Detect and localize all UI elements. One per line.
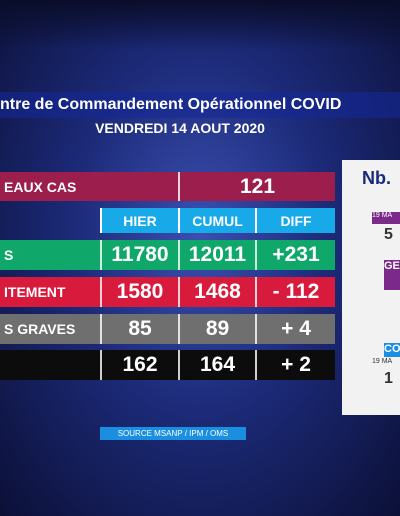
row-bg [0, 277, 335, 307]
new-cases-label: EAUX CAS [4, 178, 77, 195]
title: ntre de Commandement Opérationnel COVID [0, 92, 400, 118]
column-header: HIER [100, 208, 178, 233]
new-cases-row: EAUX CAS 121 [0, 172, 335, 201]
row-value: +231 [255, 240, 335, 270]
row-value: + 2 [255, 350, 335, 380]
side-date: 19 MA [372, 212, 400, 224]
row-value: 1468 [178, 277, 255, 307]
row-value: 12011 [178, 240, 255, 270]
row-value: 89 [178, 314, 255, 344]
row-bg [0, 350, 335, 380]
row-value: 1580 [100, 277, 178, 307]
row-bg [0, 314, 335, 344]
row-value: 162 [100, 350, 178, 380]
row-label: S GRAVES [4, 321, 76, 337]
new-cases-value: 121 [178, 172, 335, 201]
side-heading: GE [384, 260, 400, 290]
side-value: 1 [384, 370, 393, 387]
side-panel: Nb. 19 MA 5 GE CO 19 MA 1 [342, 160, 400, 415]
top-shade [0, 0, 400, 50]
row-label: S [4, 247, 14, 263]
row-bg [0, 240, 335, 270]
side-value: 5 [384, 226, 393, 243]
row-value: + 4 [255, 314, 335, 344]
date: VENDREDI 14 AOUT 2020 [95, 120, 265, 136]
side-date: 19 MA [372, 358, 393, 365]
source: SOURCE MSANP / IPM / OMS [100, 427, 246, 440]
row-value: 85 [100, 314, 178, 344]
column-header: CUMUL [178, 208, 255, 233]
row-value: 164 [178, 350, 255, 380]
side-title: Nb. [362, 168, 391, 188]
column-header: DIFF [255, 208, 335, 233]
row-value: - 112 [255, 277, 335, 307]
row-label: ITEMENT [4, 284, 66, 300]
side-heading: CO [384, 343, 400, 357]
row-value: 11780 [100, 240, 178, 270]
